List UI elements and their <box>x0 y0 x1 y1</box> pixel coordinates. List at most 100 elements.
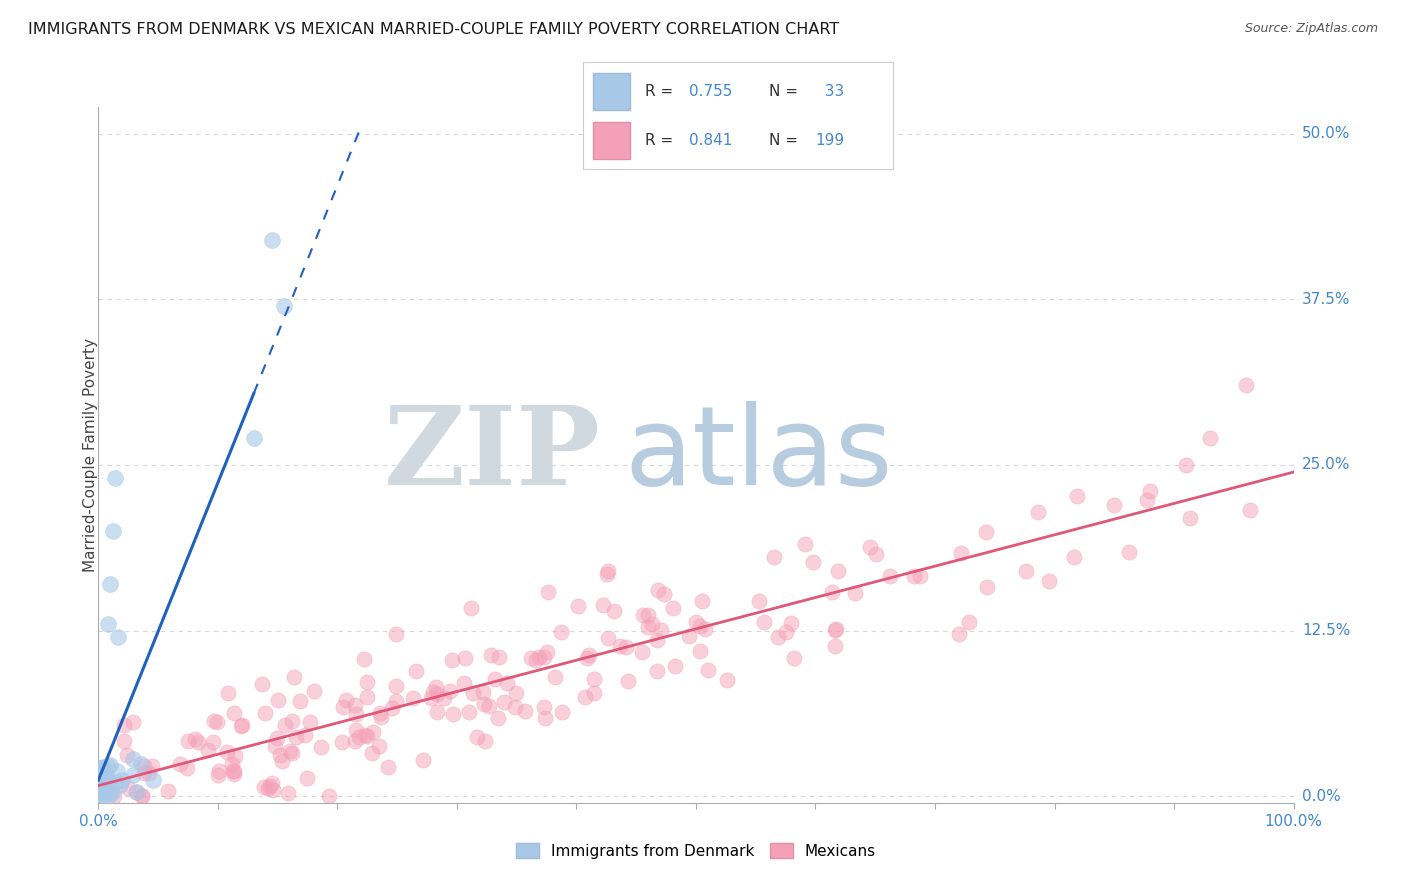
Point <box>685 615 707 629</box>
Point <box>89 767 111 781</box>
Point <box>138 766 160 780</box>
Point <box>304 684 326 698</box>
Point <box>224 767 246 781</box>
Point <box>356 730 378 744</box>
Point <box>1118 545 1140 559</box>
Point <box>474 697 496 711</box>
Text: 12.5%: 12.5% <box>1302 623 1350 638</box>
Point <box>479 648 502 662</box>
Point <box>536 644 558 658</box>
Point <box>647 664 669 678</box>
Point <box>794 537 817 551</box>
Point <box>285 730 308 744</box>
Point <box>356 674 378 689</box>
Point <box>131 789 153 804</box>
Point <box>457 705 479 719</box>
Point <box>253 706 276 720</box>
Point <box>221 757 243 772</box>
Text: IMMIGRANTS FROM DENMARK VS MEXICAN MARRIED-COUPLE FAMILY POVERTY CORRELATION CHA: IMMIGRANTS FROM DENMARK VS MEXICAN MARRI… <box>28 22 839 37</box>
Point <box>131 756 153 771</box>
Point <box>187 735 209 749</box>
Point <box>105 764 128 778</box>
Point <box>283 670 305 684</box>
Text: 199: 199 <box>815 133 845 148</box>
Point <box>132 759 155 773</box>
Point <box>693 622 716 636</box>
Point <box>141 758 163 772</box>
Point <box>97 758 120 772</box>
Text: 0.0%: 0.0% <box>1302 789 1340 804</box>
Point <box>274 717 297 731</box>
Point <box>690 594 713 608</box>
Point <box>281 714 304 729</box>
Point <box>503 699 526 714</box>
Text: Source: ZipAtlas.com: Source: ZipAtlas.com <box>1244 22 1378 36</box>
Point <box>422 685 444 699</box>
Point <box>335 693 357 707</box>
Point <box>385 627 408 641</box>
Point <box>405 664 427 678</box>
Point <box>1063 549 1085 564</box>
Point <box>253 780 276 794</box>
Text: 0.755: 0.755 <box>689 84 733 99</box>
Point <box>1139 484 1161 499</box>
Point <box>332 699 354 714</box>
Text: atlas: atlas <box>624 401 893 508</box>
Point <box>91 789 114 803</box>
Point <box>441 653 464 667</box>
Point <box>122 768 145 782</box>
Point <box>824 639 846 653</box>
Point <box>650 623 672 637</box>
Point <box>125 785 148 799</box>
Point <box>131 789 153 804</box>
Point <box>752 615 775 629</box>
Point <box>90 761 112 775</box>
Point <box>224 748 246 763</box>
Point <box>269 747 291 762</box>
Point <box>433 690 456 705</box>
Point <box>344 723 367 738</box>
Point <box>257 781 280 796</box>
Point <box>117 781 139 796</box>
Point <box>205 714 228 729</box>
Point <box>716 673 738 687</box>
Text: 37.5%: 37.5% <box>1302 292 1350 307</box>
Point <box>277 786 299 800</box>
Point <box>533 700 555 714</box>
Point <box>343 734 366 748</box>
Point <box>747 594 769 608</box>
Point <box>121 715 143 730</box>
Point <box>201 735 224 749</box>
Point <box>353 652 375 666</box>
Point <box>780 616 803 631</box>
Point <box>865 548 887 562</box>
FancyBboxPatch shape <box>593 122 630 159</box>
Point <box>645 633 668 648</box>
Point <box>347 730 370 744</box>
Point <box>454 651 477 665</box>
Point <box>103 789 125 804</box>
Text: 25.0%: 25.0% <box>1302 458 1350 473</box>
Point <box>267 692 290 706</box>
Point <box>264 739 287 753</box>
Point <box>1136 492 1159 507</box>
Point <box>520 651 543 665</box>
Point <box>412 753 434 767</box>
Point <box>117 748 139 763</box>
Point <box>957 615 980 629</box>
Point <box>344 706 367 721</box>
Point <box>353 728 375 742</box>
Point <box>465 731 488 745</box>
Point <box>551 705 574 719</box>
Point <box>231 717 253 731</box>
Point <box>1180 510 1202 524</box>
Point <box>125 785 148 799</box>
Point <box>637 608 659 623</box>
Point <box>100 786 122 800</box>
Point <box>513 704 536 718</box>
Point <box>505 686 527 700</box>
Point <box>844 586 866 600</box>
Point <box>270 755 292 769</box>
Point <box>132 766 155 780</box>
Point <box>948 627 970 641</box>
